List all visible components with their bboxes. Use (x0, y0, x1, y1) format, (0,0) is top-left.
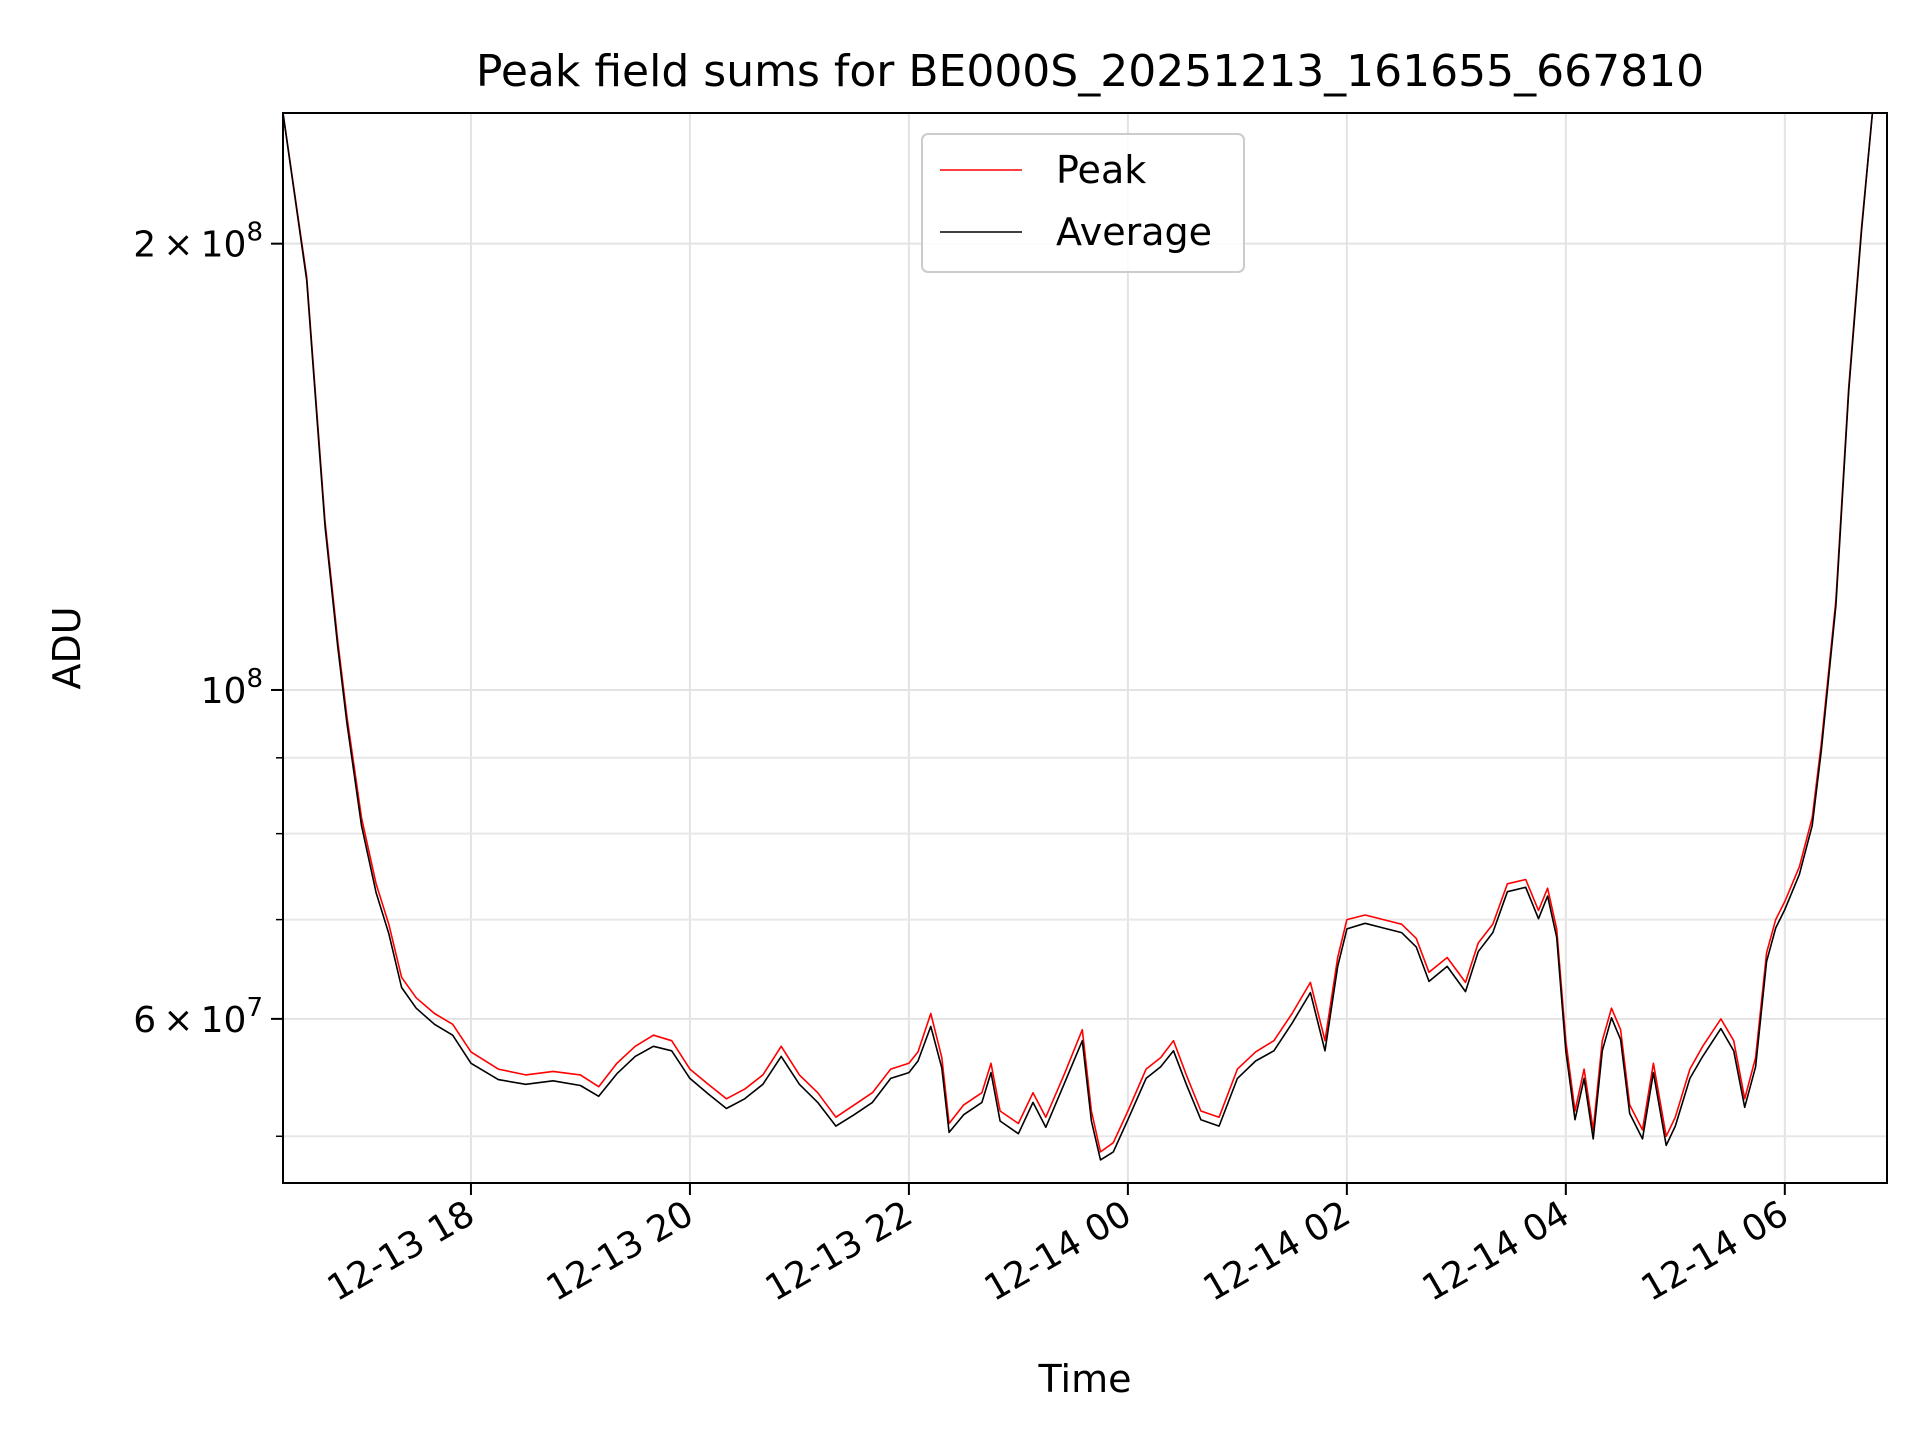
grid (283, 113, 1887, 1183)
x-tick-label: 12-13 18 (321, 1193, 482, 1309)
legend: Peak Average (921, 133, 1245, 273)
y-tick-label: 2 × 108 (133, 218, 263, 266)
y-tick-label: 6 × 107 (133, 993, 263, 1041)
y-tick-exponent: 8 (246, 218, 263, 248)
x-tick-label: 12-14 06 (1635, 1193, 1796, 1309)
legend-label-average: Average (1056, 210, 1212, 254)
x-axis-label: Time (1038, 1357, 1132, 1401)
x-tick-label: 12-13 22 (759, 1193, 920, 1309)
y-tick-exponent: 8 (246, 664, 263, 694)
y-tick-base: 2 × 10 (133, 225, 246, 266)
series-line-peak (283, 113, 1887, 1153)
y-axis-label: ADU (45, 606, 89, 689)
x-axis: 12-13 18 12-13 20 12-13 22 12-14 00 12-14 02… (321, 1183, 1796, 1310)
y-tick-exponent: 7 (246, 993, 263, 1023)
y-tick-base: 6 × 10 (133, 1000, 246, 1041)
chart-title: Peak field sums for BE000S_20251213_1616… (476, 46, 1704, 97)
plot-frame (282, 112, 1888, 1184)
y-tick-base: 10 (201, 671, 247, 712)
x-tick-label: 12-14 04 (1416, 1193, 1577, 1309)
x-tick-label: 12-14 00 (978, 1193, 1139, 1309)
series-line-average (283, 113, 1887, 1161)
x-tick-label: 12-14 02 (1197, 1193, 1358, 1309)
series-layer (283, 113, 1887, 1161)
x-tick-label: 12-13 20 (540, 1193, 701, 1309)
legend-box (921, 133, 1245, 273)
legend-label-peak: Peak (1056, 148, 1146, 192)
y-tick-label: 108 (201, 664, 263, 712)
